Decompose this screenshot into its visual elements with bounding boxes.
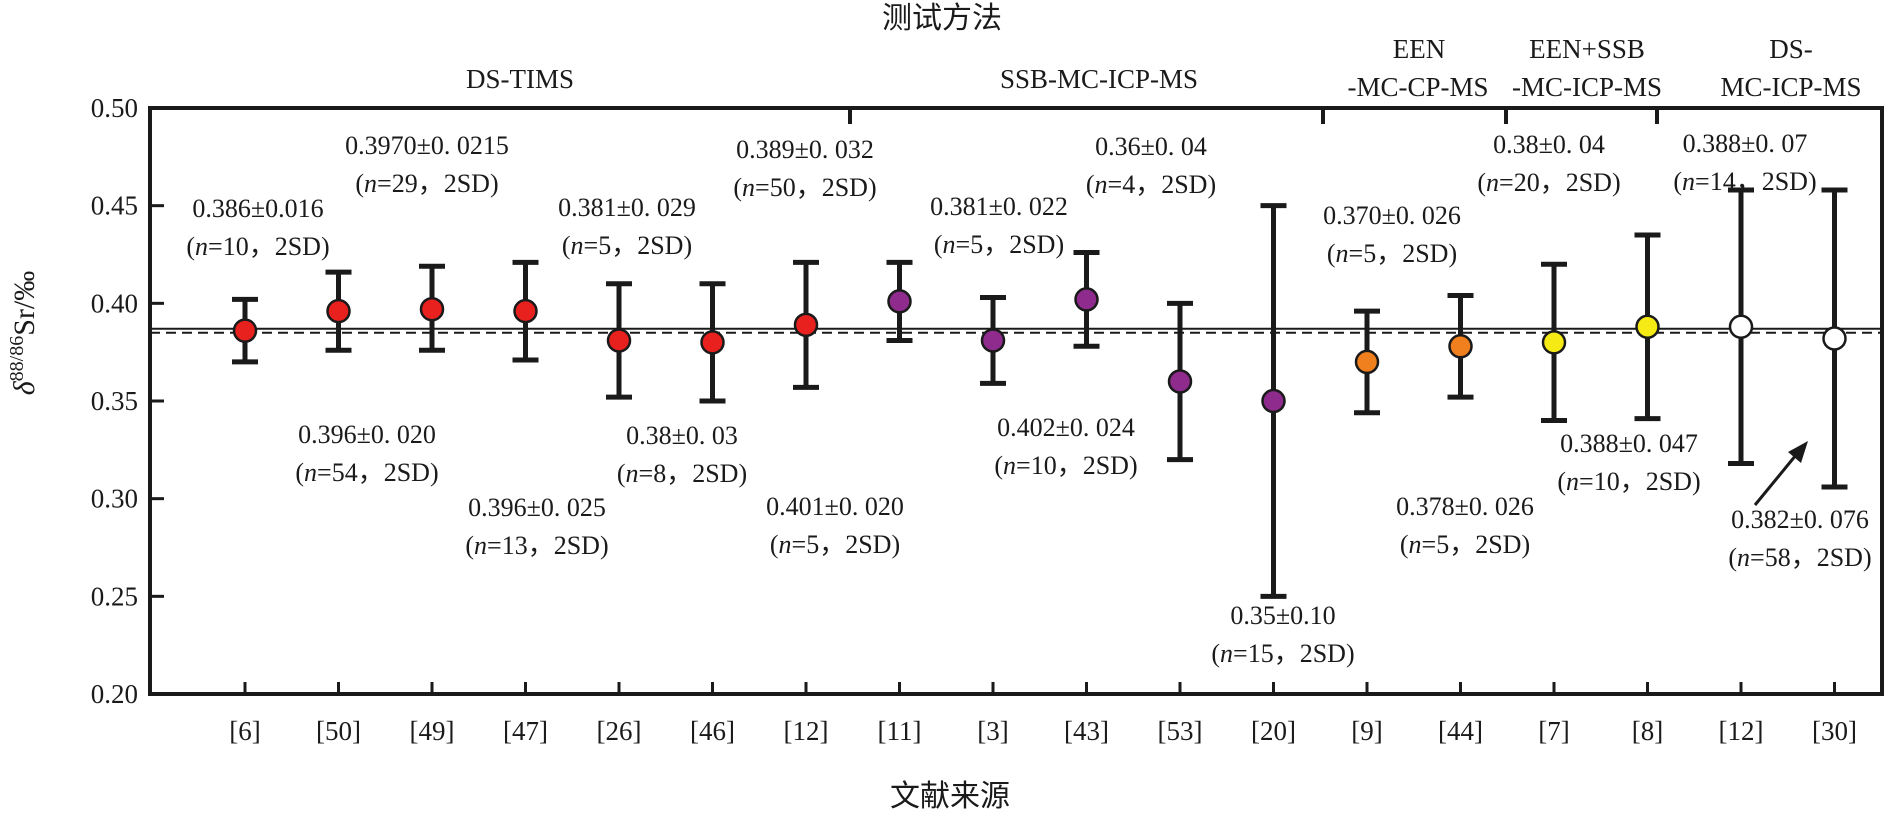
x-tick-label: [43] [1064,716,1109,746]
data-point [1822,326,1847,351]
annotation-value: 0.36±0. 04 [1095,132,1207,161]
annotation-value: 0.35±0.10 [1230,601,1335,630]
annotation-sample: (n=10，2SD) [1557,467,1700,496]
data-point [700,330,725,355]
data-point [980,328,1006,353]
annotation-sample: (n=5，2SD) [770,530,900,559]
annotation-arrow-head [1788,441,1808,463]
method-label-ds-tims: DS-TIMS [466,64,574,94]
annotation-value: 0.402±0. 024 [997,413,1135,442]
data-point [232,318,258,343]
annotation-sample: (n=8，2SD) [617,459,747,488]
annotation-value: 0.381±0. 029 [558,193,696,222]
annotation-value: 0.389±0. 032 [736,135,874,164]
annotation-value: 0.396±0. 020 [298,420,436,449]
method-label-ds-mc-2: MC-ICP-MS [1720,72,1861,102]
annotation-sample: (n=5，2SD) [1327,239,1457,268]
x-tick-label: [8] [1632,716,1663,746]
x-tick-label: [50] [316,716,361,746]
annotation-sample: (n=15，2SD) [1211,639,1354,668]
data-point [419,296,445,322]
method-label-een-ssb-2: -MC-ICP-MS [1512,72,1662,102]
method-label-een-ssb-1: EEN+SSB [1529,34,1645,64]
data-point [1728,314,1754,340]
annotation-sample: (n=58，2SD) [1728,543,1871,572]
method-label-ssb: SSB-MC-ICP-MS [1000,64,1198,94]
annotation-value: 0.38±0. 04 [1493,130,1605,159]
annotation-value: 0.378±0. 026 [1396,492,1534,521]
x-axis-label: 文献来源 [890,780,1010,813]
data-point [326,298,351,324]
annotation-sample: (n=50，2SD) [733,173,876,202]
annotation-sample: (n=10，2SD) [186,232,329,261]
annotation-value: 0.388±0. 047 [1560,429,1698,458]
axes: 0.20 0.25 0.30 0.35 0.40 0.45 0.50 [6] [50] [49] [… [91,93,1884,746]
annotation-value: 0.401±0. 020 [766,492,904,521]
data-point [606,328,632,353]
data-point [1448,334,1473,359]
annotation-value: 0.386±0.016 [192,194,323,223]
y-tick-label: 0.50 [91,93,138,123]
method-label-ds-mc-1: DS- [1769,34,1813,64]
x-tick-label: [30] [1812,716,1857,746]
annotation-sample: (n=13，2SD) [465,531,608,560]
y-tick-label: 0.25 [91,581,138,611]
method-labels: DS-TIMS SSB-MC-ICP-MS EEN -MC-CP-MS EEN+… [466,34,1862,102]
x-tick-label: [11] [878,716,922,746]
data-point [793,312,819,338]
data-point [887,289,912,314]
annotation-sample: (n=29，2SD) [355,169,498,198]
annotation-value: 0.381±0. 022 [930,192,1068,221]
x-tick-label: [9] [1351,716,1382,746]
x-tick-label: [6] [229,716,260,746]
data-point [1167,369,1193,394]
chart-title: 测试方法 [882,2,1002,35]
y-tick-label: 0.40 [91,288,138,318]
x-tick-label: [46] [690,716,735,746]
data-point [1354,349,1380,375]
x-tick-label: [44] [1438,716,1483,746]
x-tick-label: [3] [977,716,1008,746]
method-label-een-2: -MC-CP-MS [1347,72,1488,102]
x-tick-label: [12] [784,716,829,746]
annotation-value: 0.370±0. 026 [1323,201,1461,230]
x-tick-label: [49] [410,716,455,746]
y-tick-label: 0.20 [91,679,138,709]
data-points [232,287,1847,414]
annotations: 0.386±0.016 (n=10，2SD) 0.396±0. 020 (n=54，2… [186,129,1871,668]
y-axis-label: δ88/86Sr/‰ [6,271,41,396]
reference-line [150,327,1882,334]
annotation-sample: (n=14，2SD) [1673,167,1816,196]
annotation-sample: (n=5，2SD) [934,230,1064,259]
annotation-sample: (n=54，2SD) [295,458,438,487]
annotation-sample: (n=20，2SD) [1477,168,1620,197]
x-tick-label: [47] [503,716,548,746]
annotation-value: 0.396±0. 025 [468,493,606,522]
annotation-sample: (n=10，2SD) [994,451,1137,480]
data-point [1541,330,1567,355]
y-tick-label: 0.30 [91,484,138,514]
annotation-value: 0.382±0. 076 [1731,505,1869,534]
data-point [1261,388,1286,414]
x-tick-label: [26] [597,716,642,746]
annotation-arrow-line [1753,454,1798,506]
annotation-sample: (n=5，2SD) [562,231,692,260]
method-label-een-1: EEN [1393,34,1445,64]
x-tick-label: [20] [1251,716,1296,746]
x-tick-label: [53] [1158,716,1203,746]
annotation-value: 0.3970±0. 0215 [345,131,509,160]
data-point [1635,314,1660,340]
data-point [513,298,538,324]
annotation-value: 0.388±0. 07 [1683,129,1808,158]
y-tick-label: 0.45 [91,191,138,221]
y-tick-label: 0.35 [91,386,138,416]
annotation-sample: (n=5，2SD) [1400,530,1530,559]
data-point [1074,287,1099,312]
x-tick-label: [12] [1719,716,1764,746]
annotation-value: 0.38±0. 03 [626,421,738,450]
annotation-sample: (n=4，2SD) [1086,170,1216,199]
x-tick-label: [7] [1538,716,1569,746]
